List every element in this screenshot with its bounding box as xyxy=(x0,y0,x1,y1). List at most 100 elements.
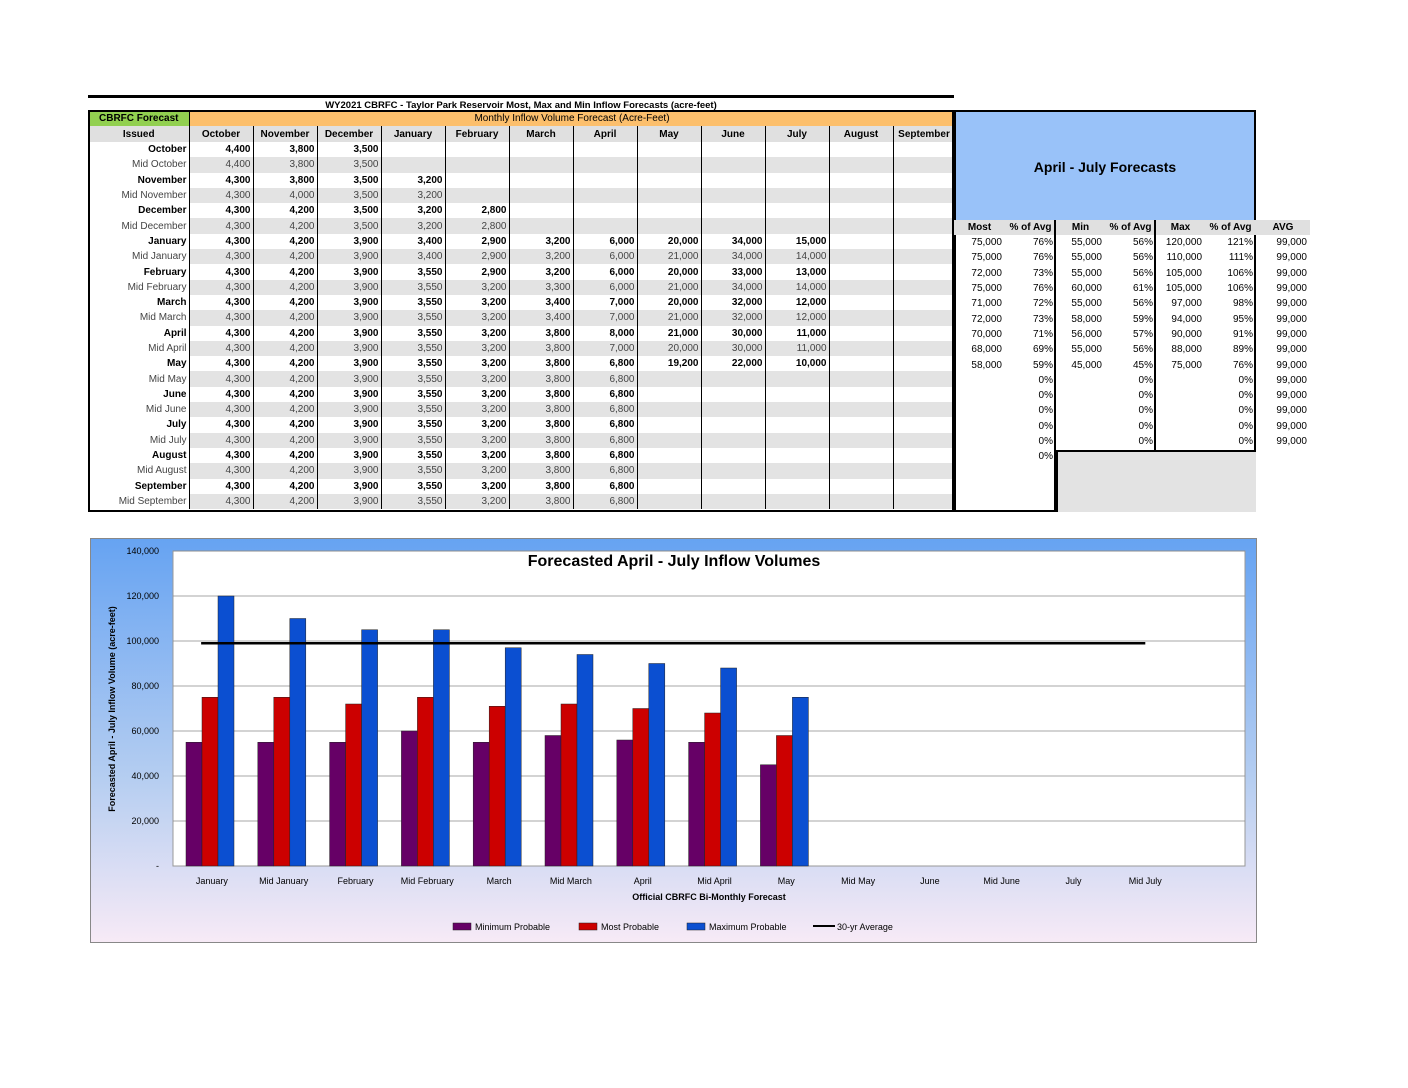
cell: 4,300 xyxy=(189,447,254,464)
row-label: Mid February xyxy=(88,279,190,295)
side-cell: 0% xyxy=(1238,390,1253,402)
cell: 3,200 xyxy=(445,417,510,433)
side-row: 72,000 73% 55,000 56% 105,000 106% 99,000 xyxy=(954,266,1310,281)
cell: 4,200 xyxy=(253,417,318,433)
cell: 6,000 xyxy=(573,279,638,295)
x-tick-label: Mid March xyxy=(550,876,592,886)
cell xyxy=(509,142,574,158)
side-cell xyxy=(1156,373,1205,388)
cell: 11,000 xyxy=(765,325,830,341)
side-cell: 99,000 xyxy=(1276,267,1307,279)
cell: 3,200 xyxy=(445,356,510,372)
side-cell: 68,000 xyxy=(971,344,1002,356)
cell xyxy=(573,218,638,234)
cell xyxy=(701,142,766,158)
cell: 4,200 xyxy=(253,463,318,479)
legend-label: Most Probable xyxy=(601,922,659,932)
cell: 4,200 xyxy=(253,371,318,387)
cell xyxy=(829,203,894,219)
table-row: December 4,300 4,200 3,500 3,200 2,800 xyxy=(88,203,956,219)
table-row: May 4,300 4,200 3,900 3,550 3,200 3,800 6,800 19… xyxy=(88,356,956,372)
bar-maximum-probable xyxy=(648,663,666,867)
cell: 3,200 xyxy=(445,447,510,464)
side-cell: 45% xyxy=(1132,359,1153,371)
table-title: WY2021 CBRFC - Taylor Park Reservoir Mos… xyxy=(88,95,954,113)
side-row: 71,000 72% 55,000 56% 97,000 98% 99,000 xyxy=(954,296,1310,311)
side-cell: 72% xyxy=(1032,298,1053,310)
cell: 3,550 xyxy=(381,264,446,280)
cell xyxy=(893,203,956,219)
table-row: September 4,300 4,200 3,900 3,550 3,200 3,800 6… xyxy=(88,478,956,494)
row-label: Mid November xyxy=(88,187,190,204)
legend-label: 30-yr Average xyxy=(837,922,893,932)
side-row: 70,000 71% 56,000 57% 90,000 91% 99,000 xyxy=(954,327,1310,342)
cell: 3,500 xyxy=(317,172,382,188)
cell xyxy=(637,493,702,510)
side-cell: 0% xyxy=(1238,436,1253,447)
table-row: July 4,300 4,200 3,900 3,550 3,200 3,800 6,800 xyxy=(88,417,956,433)
table-row: Mid January 4,300 4,200 3,900 3,400 2,900 3,20… xyxy=(88,249,956,265)
side-cell: 56% xyxy=(1132,252,1153,264)
x-tick-label: Mid July xyxy=(1129,876,1163,886)
side-cell: 99,000 xyxy=(1276,374,1307,386)
cell xyxy=(829,264,894,280)
side-cell: 56,000 xyxy=(1071,328,1102,340)
cell: 3,800 xyxy=(509,463,574,479)
cell: 4,200 xyxy=(253,447,318,464)
row-label: Mid October xyxy=(88,157,190,173)
cell xyxy=(765,371,830,387)
cell: 3,500 xyxy=(317,218,382,234)
side-cell: 0% xyxy=(1138,420,1153,432)
cell: 4,300 xyxy=(189,172,254,188)
cell: 6,000 xyxy=(573,233,638,250)
table-row: March 4,300 4,200 3,900 3,550 3,200 3,400 7,000… xyxy=(88,294,956,311)
side-cell: 55,000 xyxy=(1071,237,1102,249)
cell xyxy=(829,172,894,188)
side-cell: 99,000 xyxy=(1276,328,1307,340)
side-cell xyxy=(954,403,1005,418)
cell: 33,000 xyxy=(701,264,766,280)
cell xyxy=(829,463,894,479)
x-tick-label: May xyxy=(778,876,796,886)
side-cell: 56% xyxy=(1132,344,1153,356)
y-tick-label: 100,000 xyxy=(126,636,159,646)
bar-most-probable xyxy=(417,697,434,867)
cell xyxy=(637,386,702,403)
cell: 3,900 xyxy=(317,233,382,250)
cell xyxy=(765,432,830,448)
cell: 3,800 xyxy=(509,402,574,418)
cell: 4,200 xyxy=(253,233,318,250)
y-tick-label: 20,000 xyxy=(131,816,159,826)
side-cell: 60,000 xyxy=(1071,283,1102,295)
cell: 4,300 xyxy=(189,187,254,204)
side-cell: 0% xyxy=(1038,451,1053,463)
cell xyxy=(765,142,830,158)
cell xyxy=(829,249,894,265)
cell: 3,400 xyxy=(509,310,574,326)
side-cell: 105,000 xyxy=(1165,267,1202,279)
side-cell: 56% xyxy=(1132,237,1153,249)
side-header: Min xyxy=(1056,220,1105,235)
table-row: Mid August 4,300 4,200 3,900 3,550 3,200 3,800… xyxy=(88,463,956,479)
cell xyxy=(829,340,894,357)
cell: 4,300 xyxy=(189,310,254,326)
side-cell: 97,000 xyxy=(1171,298,1202,310)
table-row: Mid March 4,300 4,200 3,900 3,550 3,200 3,400 7… xyxy=(88,310,956,326)
side-cell: 69% xyxy=(1032,344,1053,356)
cell xyxy=(637,371,702,387)
cell xyxy=(829,218,894,234)
bar-maximum-probable xyxy=(217,595,235,867)
cell: 3,550 xyxy=(381,386,446,403)
side-table: Most% of Avg Min% of Avg Max% of Avg AVG 75,… xyxy=(954,220,1310,464)
table-row: Mid November 4,300 4,000 3,500 3,200 xyxy=(88,187,956,204)
cell: 19,200 xyxy=(637,356,702,372)
bar-most-probable xyxy=(560,703,578,867)
cell: 3,500 xyxy=(317,203,382,219)
cell xyxy=(829,478,894,494)
cell: 3,900 xyxy=(317,279,382,295)
cell: 3,500 xyxy=(317,157,382,173)
cell xyxy=(893,264,956,280)
cell xyxy=(829,356,894,372)
side-title: April - July Forecasts xyxy=(956,112,1254,222)
row-label: Mid July xyxy=(88,432,190,448)
